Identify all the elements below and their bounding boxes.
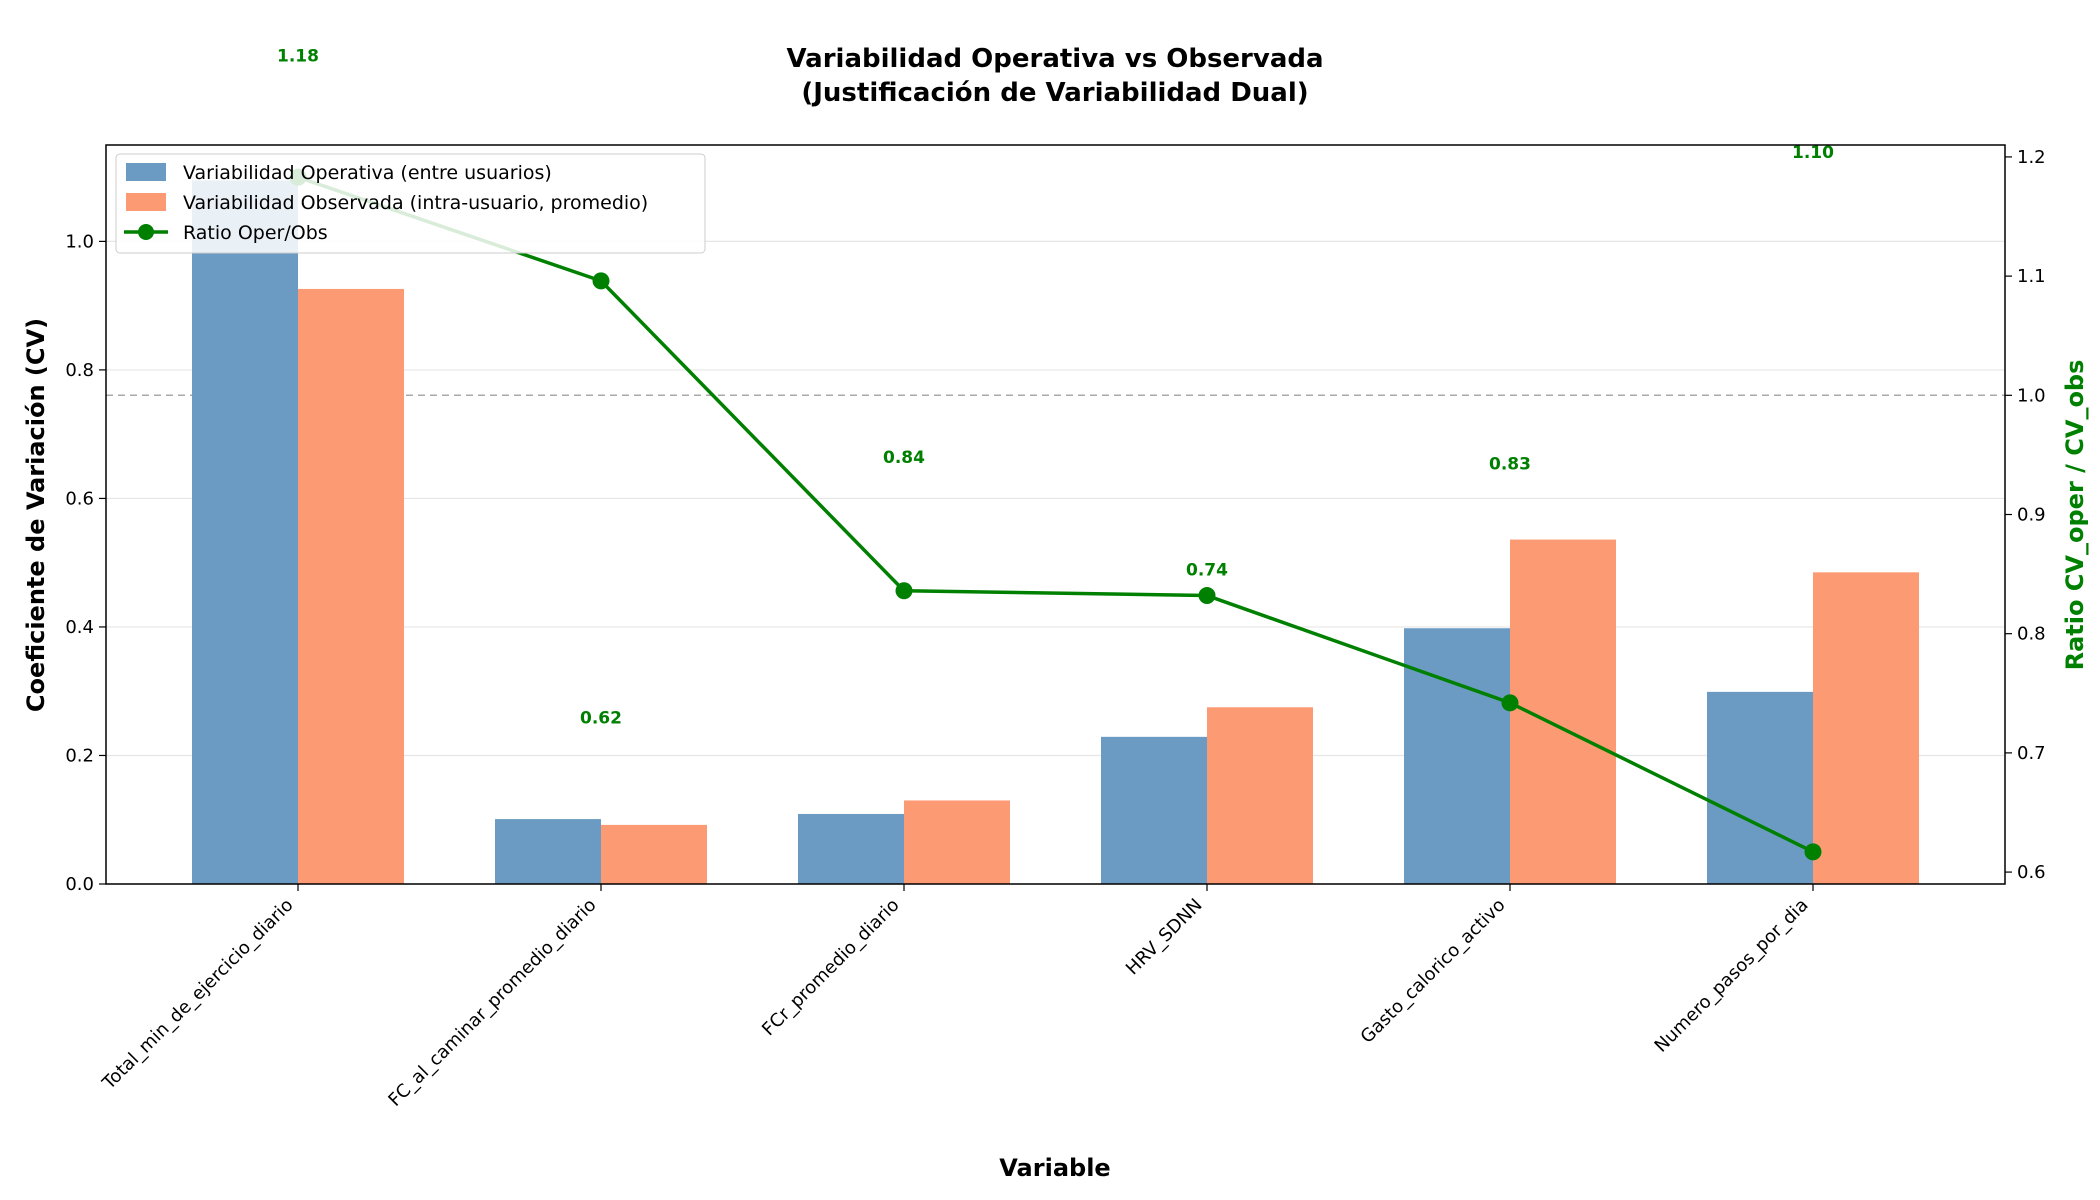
bar-observada xyxy=(904,800,1010,884)
chart-title: Variabilidad Operativa vs Observada xyxy=(786,44,1323,74)
bar-operativa xyxy=(192,180,298,884)
ratio-marker xyxy=(895,582,913,600)
legend-label-ratio: Ratio Oper/Obs xyxy=(183,222,328,244)
bar-operativa xyxy=(495,819,601,884)
x-axis-title: Variable xyxy=(999,1154,1110,1182)
y-tick-label: 0.0 xyxy=(65,874,94,895)
y-tick-label: 0.2 xyxy=(65,745,94,766)
chart-subtitle: (Justificación de Variabilidad Dual) xyxy=(801,78,1308,108)
y-tick-label: 0.4 xyxy=(65,617,94,638)
bar-operativa xyxy=(1101,736,1207,884)
ratio-marker xyxy=(1804,843,1822,861)
bar-observada xyxy=(1207,707,1313,884)
bar-operativa xyxy=(798,813,904,884)
y2-tick-label: 0.6 xyxy=(2017,862,2046,883)
legend-label-operativa: Variabilidad Operativa (entre usuarios) xyxy=(183,162,552,184)
y2-tick-label: 1.2 xyxy=(2017,147,2046,168)
ratio-marker xyxy=(1501,694,1519,712)
ratio-line xyxy=(297,175,1814,854)
y-axis-right: 0.6 0.7 0.8 0.9 1.0 1.1 1.2 xyxy=(2005,147,2046,883)
legend-box xyxy=(115,153,706,254)
bar-observada xyxy=(1813,572,1919,884)
ratio-label: 0.83 xyxy=(1489,455,1531,475)
y2-axis-title: Ratio CV_oper / CV_obs xyxy=(2061,360,2089,671)
ratio-labels: 1.18 0.62 0.84 0.74 0.83 1.10 xyxy=(277,46,1834,728)
legend-label-observada: Variabilidad Observada (intra-usuario, p… xyxy=(183,192,648,214)
legend-swatch-operativa xyxy=(126,163,166,181)
y2-tick-label: 1.0 xyxy=(2017,385,2046,406)
ratio-label: 1.10 xyxy=(1792,143,1834,163)
ratio-label: 0.84 xyxy=(883,448,925,468)
bar-operativa xyxy=(1707,691,1813,884)
y-tick-label: 0.8 xyxy=(65,360,94,381)
bar-observada xyxy=(601,824,707,884)
ratio-label: 0.74 xyxy=(1186,561,1228,581)
y-axis-left: 0.0 0.2 0.4 0.6 0.8 1.0 xyxy=(65,231,106,895)
legend-swatch-observada xyxy=(126,193,166,211)
legend-marker-ratio xyxy=(138,224,154,240)
y2-tick-label: 0.7 xyxy=(2017,743,2046,764)
legend: Variabilidad Operativa (entre usuarios) … xyxy=(115,153,706,254)
y2-tick-label: 0.8 xyxy=(2017,624,2046,645)
y2-tick-label: 0.9 xyxy=(2017,505,2046,526)
y-tick-label: 0.6 xyxy=(65,488,94,509)
bar-operativa xyxy=(1404,628,1510,884)
y-axis-title: Coeficiente de Variación (CV) xyxy=(22,318,50,712)
ratio-label: 1.18 xyxy=(277,46,319,66)
bar-observada xyxy=(298,288,404,884)
bars xyxy=(192,180,1919,884)
ratio-marker xyxy=(1198,587,1216,605)
ratio-marker xyxy=(592,272,610,290)
y-tick-label: 1.0 xyxy=(65,231,94,252)
ratio-label: 0.62 xyxy=(580,708,622,728)
y2-tick-label: 1.1 xyxy=(2017,266,2046,287)
